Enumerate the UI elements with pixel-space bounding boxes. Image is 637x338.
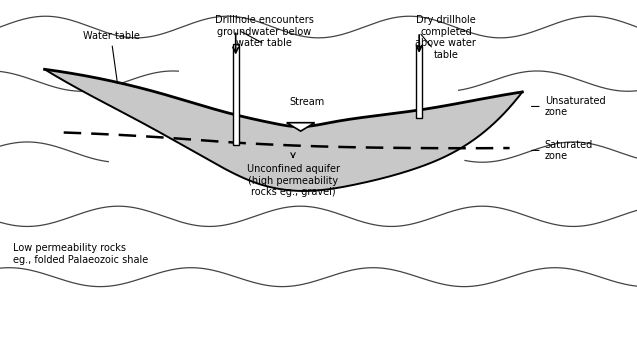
Bar: [233, 44, 239, 145]
Text: Saturated
zone: Saturated zone: [531, 140, 593, 161]
Text: Unsaturated
zone: Unsaturated zone: [531, 96, 605, 117]
Bar: [416, 46, 422, 118]
Text: Unconfined aquifer
(high permeability
rocks eg., gravel): Unconfined aquifer (high permeability ro…: [247, 153, 340, 197]
Polygon shape: [45, 69, 522, 191]
Text: Stream: Stream: [289, 97, 325, 107]
Text: Dry drillhole
completed
above water
table: Dry drillhole completed above water tabl…: [415, 15, 476, 60]
Text: Drillhole encounters
groundwater below
water table: Drillhole encounters groundwater below w…: [215, 15, 314, 48]
Text: Water table: Water table: [83, 30, 140, 83]
Text: Low permeability rocks
eg., folded Palaeozoic shale: Low permeability rocks eg., folded Palae…: [13, 243, 148, 265]
Polygon shape: [287, 123, 315, 131]
